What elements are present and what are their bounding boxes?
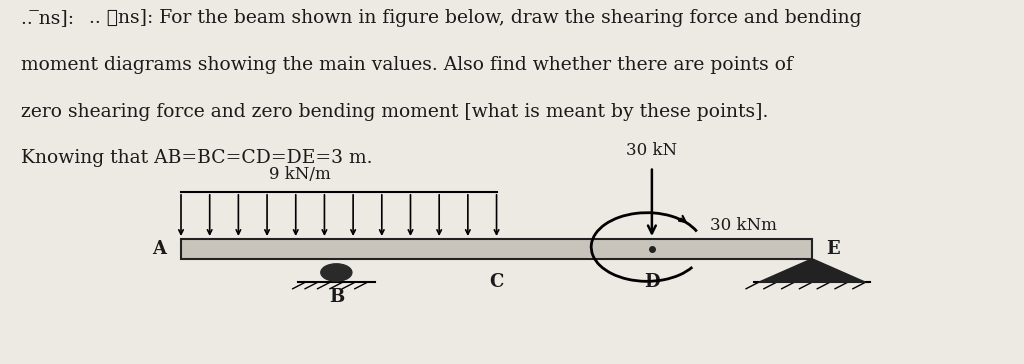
Text: .. ̅̅ns]:: .. ̅̅ns]: xyxy=(20,9,74,27)
Text: 30 kNm: 30 kNm xyxy=(711,217,777,234)
Text: 9 kN/m: 9 kN/m xyxy=(269,166,331,183)
Text: Knowing that AB=BC=CD=DE=3 m.: Knowing that AB=BC=CD=DE=3 m. xyxy=(20,150,373,167)
Text: C: C xyxy=(489,273,504,291)
Bar xyxy=(181,239,812,259)
Text: 30 kN: 30 kN xyxy=(627,142,678,159)
Text: E: E xyxy=(826,240,841,258)
Text: D: D xyxy=(644,273,659,291)
Text: B: B xyxy=(329,288,344,306)
Ellipse shape xyxy=(321,264,352,281)
Text: A: A xyxy=(153,240,167,258)
Text: .. ⌶ns]: For the beam shown in figure below, draw the shearing force and bending: .. ⌶ns]: For the beam shown in figure be… xyxy=(89,9,861,27)
Text: moment diagrams showing the main values. Also find whether there are points of: moment diagrams showing the main values.… xyxy=(20,56,793,74)
Text: zero shearing force and zero bending moment [what is meant by these points].: zero shearing force and zero bending mom… xyxy=(20,103,768,120)
Polygon shape xyxy=(759,259,865,282)
